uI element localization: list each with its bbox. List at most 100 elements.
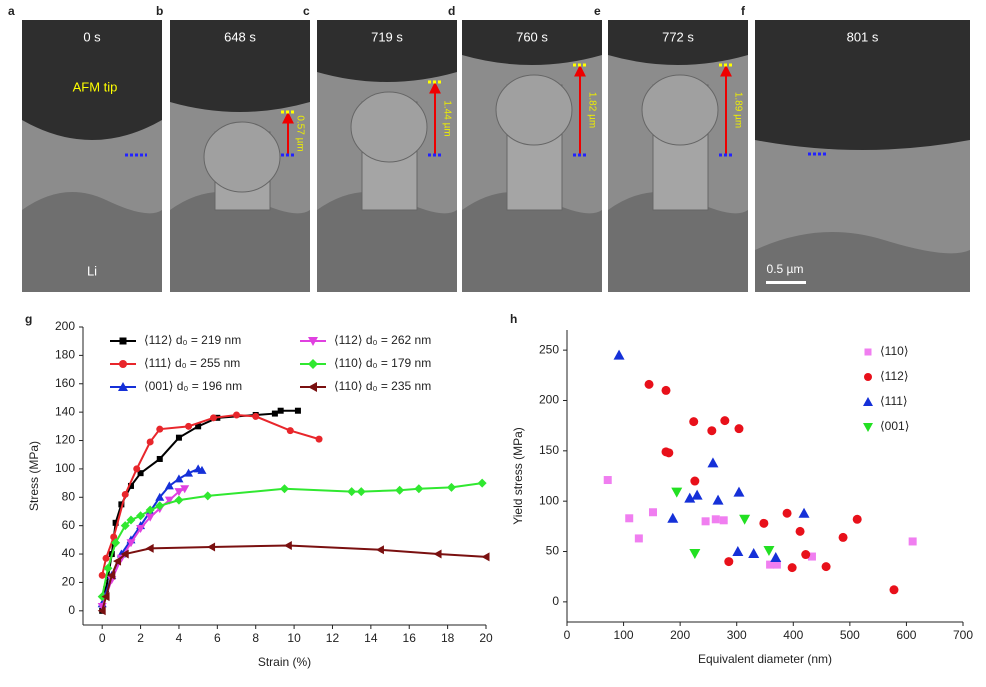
afm-tip bbox=[755, 20, 970, 150]
li-label: Li bbox=[87, 263, 97, 278]
y-tick-label: 40 bbox=[62, 546, 76, 560]
marker bbox=[111, 538, 121, 548]
marker bbox=[286, 427, 294, 435]
marker bbox=[720, 416, 730, 426]
y-axis-label: Stress (MPa) bbox=[27, 441, 41, 511]
marker bbox=[689, 417, 699, 427]
time-label: 648 s bbox=[224, 29, 256, 44]
legend-label: ⟨112⟩ bbox=[880, 369, 909, 383]
marker bbox=[101, 592, 110, 602]
marker bbox=[782, 508, 792, 518]
legend-label: ⟨110⟩ d₀ = 179 nm bbox=[334, 356, 431, 370]
marker bbox=[689, 549, 701, 560]
time-label: 760 s bbox=[516, 29, 548, 44]
marker bbox=[280, 484, 289, 494]
y-tick-label: 60 bbox=[62, 518, 76, 532]
marker bbox=[102, 554, 110, 562]
marker bbox=[133, 465, 141, 473]
marker bbox=[477, 478, 487, 488]
marker bbox=[174, 488, 184, 497]
legend-marker bbox=[119, 360, 127, 368]
marker bbox=[118, 501, 125, 508]
marker bbox=[770, 552, 782, 563]
legend-marker bbox=[864, 348, 872, 356]
marker bbox=[734, 424, 744, 434]
length-label: 1.82 µm bbox=[586, 92, 597, 128]
marker bbox=[625, 514, 634, 523]
marker bbox=[719, 516, 728, 525]
afm-tip bbox=[22, 20, 162, 140]
x-tick-label: 16 bbox=[403, 631, 417, 645]
marker bbox=[294, 407, 301, 414]
marker bbox=[732, 546, 744, 557]
marker bbox=[174, 474, 184, 483]
marker bbox=[97, 606, 106, 616]
marker bbox=[120, 521, 130, 531]
marker bbox=[724, 557, 734, 567]
marker bbox=[145, 543, 154, 553]
y-tick-label: 100 bbox=[55, 461, 75, 475]
x-tick-label: 20 bbox=[479, 631, 493, 645]
marker bbox=[164, 481, 174, 490]
marker bbox=[127, 482, 134, 489]
marker bbox=[712, 494, 724, 505]
marker bbox=[207, 542, 216, 552]
length-label: 1.44 µm bbox=[441, 100, 452, 136]
marker bbox=[795, 526, 805, 536]
afm-tip bbox=[170, 20, 310, 112]
marker bbox=[197, 465, 207, 474]
marker bbox=[908, 537, 917, 546]
legend-marker bbox=[863, 423, 873, 432]
marker bbox=[155, 501, 165, 511]
marker bbox=[271, 410, 278, 417]
x-tick-label: 4 bbox=[176, 631, 183, 645]
marker bbox=[707, 426, 717, 436]
y-tick-label: 0 bbox=[68, 603, 75, 617]
marker bbox=[137, 470, 144, 477]
x-tick-label: 100 bbox=[614, 628, 634, 642]
li-substrate bbox=[755, 232, 970, 292]
panel-letter: d bbox=[448, 4, 455, 18]
marker bbox=[103, 563, 113, 573]
marker bbox=[414, 484, 424, 494]
marker bbox=[136, 525, 146, 534]
li-bulb bbox=[641, 74, 719, 146]
marker bbox=[603, 476, 612, 485]
y-tick-label: 100 bbox=[539, 493, 559, 507]
marker bbox=[852, 514, 862, 524]
marker bbox=[787, 563, 797, 573]
li-bulb bbox=[203, 121, 281, 193]
series-line bbox=[101, 544, 487, 612]
x-tick-label: 14 bbox=[364, 631, 378, 645]
marker bbox=[107, 570, 116, 580]
y-tick-label: 150 bbox=[539, 443, 559, 457]
marker bbox=[691, 489, 703, 500]
afm-tip bbox=[462, 20, 602, 65]
marker bbox=[156, 425, 164, 433]
marker bbox=[711, 515, 720, 524]
y-tick-label: 180 bbox=[55, 348, 75, 362]
panel-letter: e bbox=[594, 4, 601, 18]
y-tick-label: 250 bbox=[539, 342, 559, 356]
series-line bbox=[101, 409, 298, 611]
marker bbox=[233, 411, 241, 419]
time-label: 801 s bbox=[847, 29, 879, 44]
x-tick-label: 0 bbox=[564, 628, 571, 642]
marker bbox=[759, 518, 769, 528]
marker bbox=[185, 422, 193, 430]
x-tick-label: 18 bbox=[441, 631, 455, 645]
marker bbox=[252, 412, 260, 420]
legend-label: ⟨001⟩ d₀ = 196 nm bbox=[144, 379, 242, 393]
li-bulb bbox=[495, 74, 573, 146]
y-axis-label: Yield stress (MPa) bbox=[511, 427, 525, 525]
scale-bar bbox=[766, 281, 806, 284]
x-tick-label: 500 bbox=[840, 628, 860, 642]
marker bbox=[180, 485, 190, 494]
length-label: 1.89 µm bbox=[732, 92, 743, 128]
legend-label: ⟨001⟩ bbox=[880, 419, 909, 433]
y-tick-label: 0 bbox=[552, 594, 559, 608]
marker bbox=[174, 495, 184, 505]
marker bbox=[356, 487, 366, 497]
marker bbox=[315, 435, 323, 443]
marker bbox=[798, 507, 810, 518]
